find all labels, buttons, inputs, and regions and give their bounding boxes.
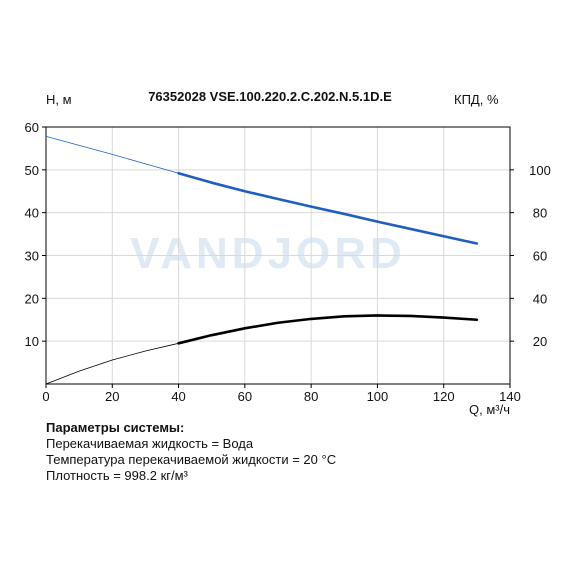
grid: [46, 127, 510, 384]
series-1-extrapolated-line: [45, 342, 179, 385]
x-tick-label: 140: [499, 389, 521, 404]
y-left-tick-label: 40: [25, 206, 39, 221]
fluid-line: Перекачиваемая жидкость = Вода: [46, 436, 254, 451]
y-right-tick-label: 60: [533, 249, 547, 264]
chart-title: 76352028 VSE.100.220.2.C.202.N.5.1D.E: [148, 89, 392, 104]
watermark: VANDJORD: [130, 229, 406, 278]
x-tick-label: 20: [105, 389, 119, 404]
series-1-line: [177, 314, 479, 345]
x-tick-label: 80: [304, 389, 318, 404]
y-left-tick-label: 20: [25, 291, 39, 306]
y-left-tick-label: 30: [25, 249, 39, 264]
y-left-tick-label: 50: [25, 163, 39, 178]
x-axis-label: Q, м³/ч: [469, 402, 510, 417]
x-tick-label: 60: [238, 389, 252, 404]
y-right-tick-label: 80: [533, 206, 547, 221]
system-parameters: Параметры системы: Перекачиваемая жидкос…: [46, 420, 336, 484]
system-parameters-title: Параметры системы:: [46, 420, 185, 435]
x-tick-label: 120: [433, 389, 455, 404]
y-right-tick-label: 40: [533, 291, 547, 306]
y-axis-right-label: КПД, %: [454, 92, 499, 107]
axis-ticks: 0 20 40 60 80 100 120 140 10 20 30 40 50 60 20 40 60 80 10…: [25, 120, 551, 404]
x-tick-label: 0: [42, 389, 49, 404]
y-left-tick-label: 60: [25, 120, 39, 135]
y-left-tick-label: 10: [25, 334, 39, 349]
y-right-tick-label: 100: [529, 163, 551, 178]
y-axis-left-label: H, м: [46, 92, 72, 107]
series-0-extrapolated-line: [45, 136, 179, 174]
series-0-line: [177, 171, 479, 245]
temperature-line: Температура перекачиваемой жидкости = 20…: [46, 452, 337, 467]
y-right-tick-label: 20: [533, 334, 547, 349]
series: [45, 136, 479, 385]
x-tick-label: 40: [171, 389, 185, 404]
density-line: Плотность = 998.2 кг/м³: [46, 468, 188, 483]
x-tick-label: 100: [367, 389, 389, 404]
